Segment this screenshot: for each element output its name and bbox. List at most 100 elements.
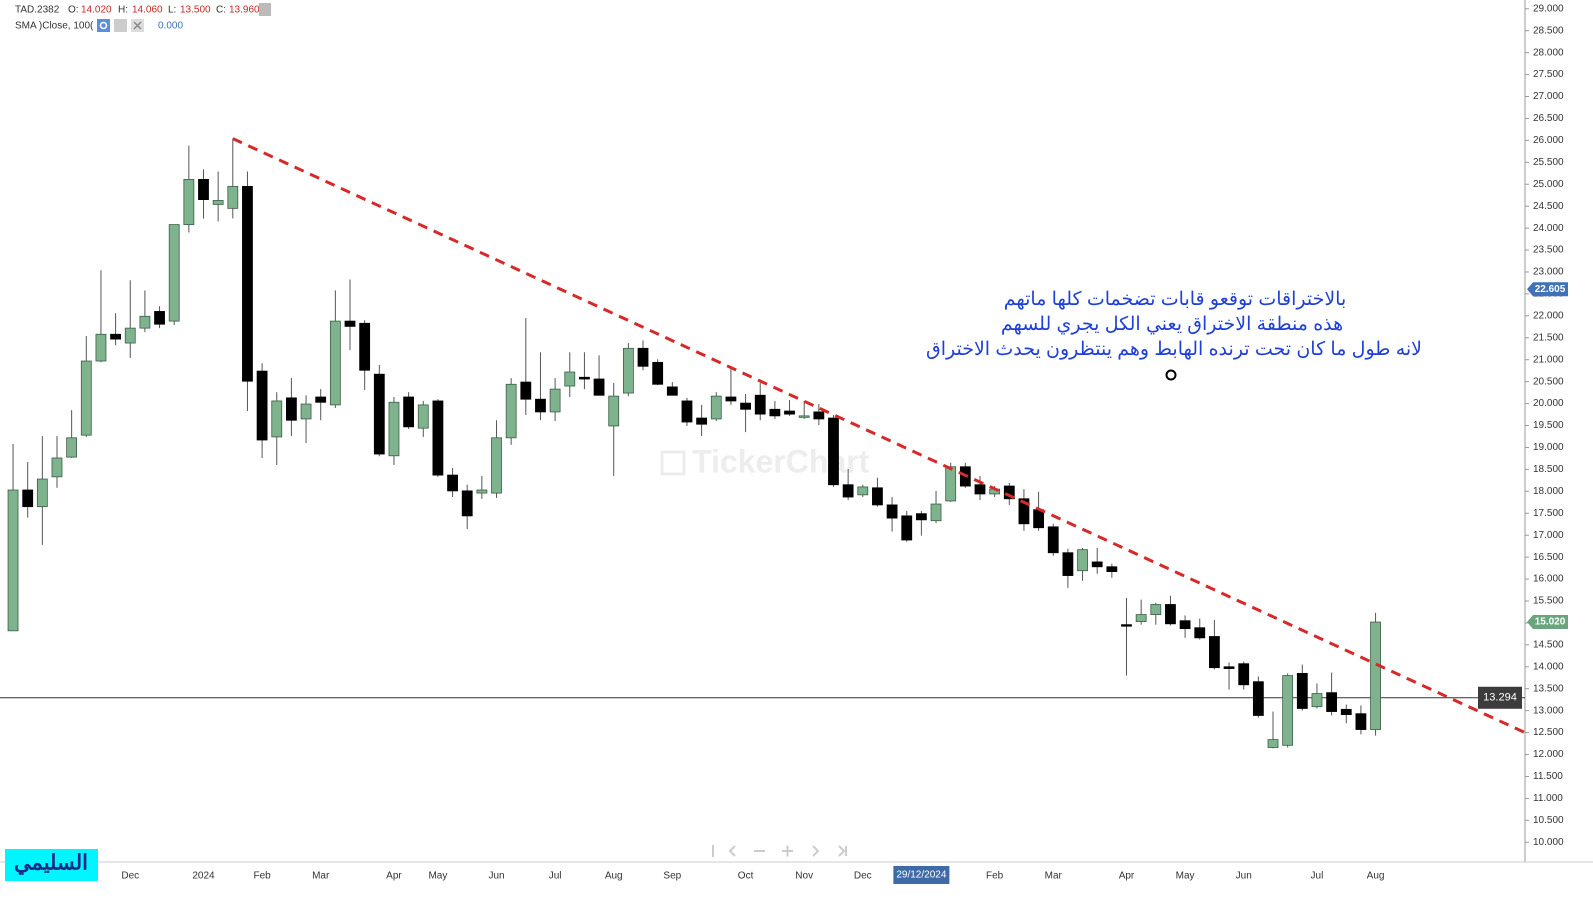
indicator-settings[interactable]: [114, 19, 127, 32]
candle-body: [1282, 675, 1294, 746]
candle-body: [930, 503, 942, 522]
price-marker-label: 22.605: [1535, 284, 1566, 295]
x-tick-label: Aug: [605, 871, 623, 882]
annotation-line: لانه طول ما كان تحت ترنده الهابط وهم ينت…: [926, 339, 1422, 360]
candle-body: [1077, 549, 1088, 572]
nav-end[interactable]: [838, 845, 847, 857]
x-tick-label: Apr: [1119, 871, 1135, 882]
candle-body: [696, 417, 708, 425]
candle-body: [828, 417, 839, 486]
candle-body: [1370, 621, 1381, 730]
candle-body: [359, 322, 371, 371]
y-tick-label: 13.500: [1533, 683, 1564, 694]
y-tick-label: 20.000: [1533, 398, 1564, 409]
watermark: TickerChart: [692, 443, 870, 479]
candle-body: [329, 320, 341, 406]
candle-body: [754, 394, 766, 415]
nav-prev[interactable]: [728, 845, 736, 857]
candle-body: [915, 513, 927, 521]
candle-body: [168, 224, 180, 322]
candle-body: [388, 401, 400, 457]
candle-body: [1091, 561, 1103, 568]
indicator-visibility[interactable]: [97, 19, 110, 32]
candle-body: [227, 186, 239, 209]
candle-body: [1003, 485, 1015, 500]
candle-body: [652, 361, 664, 385]
candle-body: [505, 383, 517, 439]
header-label: H:: [118, 5, 128, 16]
y-tick-label: 20.500: [1533, 376, 1564, 387]
y-tick-label: 23.500: [1533, 245, 1564, 256]
candle-body: [593, 378, 605, 396]
candle-body: [1018, 498, 1030, 525]
candle-body: [740, 402, 751, 410]
candle-body: [901, 515, 913, 541]
plot: 10.000 10.500 11.000 11.500 12.000 12.500 13.0…: [0, 3, 1568, 884]
nav-zoom-in[interactable]: [782, 845, 793, 857]
candle-body: [666, 386, 678, 396]
y-tick-label: 23.000: [1533, 267, 1564, 278]
candle-body: [1267, 739, 1279, 748]
candle-body: [1121, 624, 1132, 627]
x-tick-label: Sep: [663, 871, 681, 882]
candle-body: [637, 347, 649, 367]
candle-body: [798, 415, 810, 418]
x-tick-label: Apr: [386, 871, 402, 882]
candle-body: [154, 311, 165, 325]
candle-body: [80, 360, 92, 436]
y-tick-label: 16.500: [1533, 552, 1564, 563]
candle-body: [564, 371, 576, 387]
candle-body: [1179, 620, 1191, 630]
header-menu[interactable]: [259, 3, 271, 16]
candle-body: [286, 397, 297, 421]
candle-body: [579, 376, 590, 380]
candle-body: [842, 484, 854, 498]
watermark-icon: [660, 450, 686, 476]
candle-body: [183, 179, 195, 226]
price-marker: [1527, 282, 1568, 297]
candle-body: [945, 466, 957, 502]
header-value: 13.500: [180, 5, 211, 16]
nav-next[interactable]: [812, 845, 820, 857]
annotation-line: بالاختراقات توقعو قابات تضخمات كلها ماته…: [1004, 289, 1347, 310]
candle-body: [198, 179, 209, 200]
header-label: O:: [68, 5, 79, 16]
candle-body: [1340, 708, 1352, 716]
annotation-marker: [1165, 369, 1177, 381]
candle-body: [710, 395, 722, 420]
candle-body: [461, 490, 473, 517]
candle-body: [139, 315, 151, 329]
x-tick-label: Feb: [253, 871, 271, 882]
y-tick-label: 27.000: [1533, 91, 1564, 102]
x-tick-label: Nov: [795, 871, 813, 882]
x-tick-label: Jun: [1236, 871, 1252, 882]
candle-body: [1209, 636, 1220, 669]
candle-body: [300, 403, 312, 420]
candle-body: [1238, 663, 1250, 686]
y-tick-label: 10.000: [1533, 837, 1564, 848]
candle-body: [1326, 692, 1338, 712]
y-tick-label: 26.500: [1533, 113, 1564, 124]
x-tick-label: Dec: [854, 871, 872, 882]
header-label: L:: [168, 5, 176, 16]
y-tick-label: 17.000: [1533, 530, 1564, 541]
candle-body: [36, 478, 48, 508]
candle-body: [681, 400, 693, 423]
candle-body: [1223, 666, 1235, 669]
y-tick-label: 24.000: [1533, 223, 1564, 234]
candle-body: [1033, 509, 1044, 529]
y-tick-label: 18.500: [1533, 464, 1564, 475]
y-tick-label: 27.500: [1533, 69, 1564, 80]
x-tick-label: Dec: [121, 871, 139, 882]
x-tick-label: Aug: [1367, 871, 1385, 882]
navigation: [712, 845, 847, 857]
x-tick-label: May: [428, 871, 447, 882]
header-value: 14.020: [81, 5, 112, 16]
candle-body: [66, 437, 78, 458]
candle-body: [403, 396, 415, 428]
candle-body: [622, 347, 634, 394]
indicator-value: 0.000: [158, 21, 183, 32]
candle-body: [344, 320, 356, 327]
signature: السليمي: [14, 852, 88, 876]
